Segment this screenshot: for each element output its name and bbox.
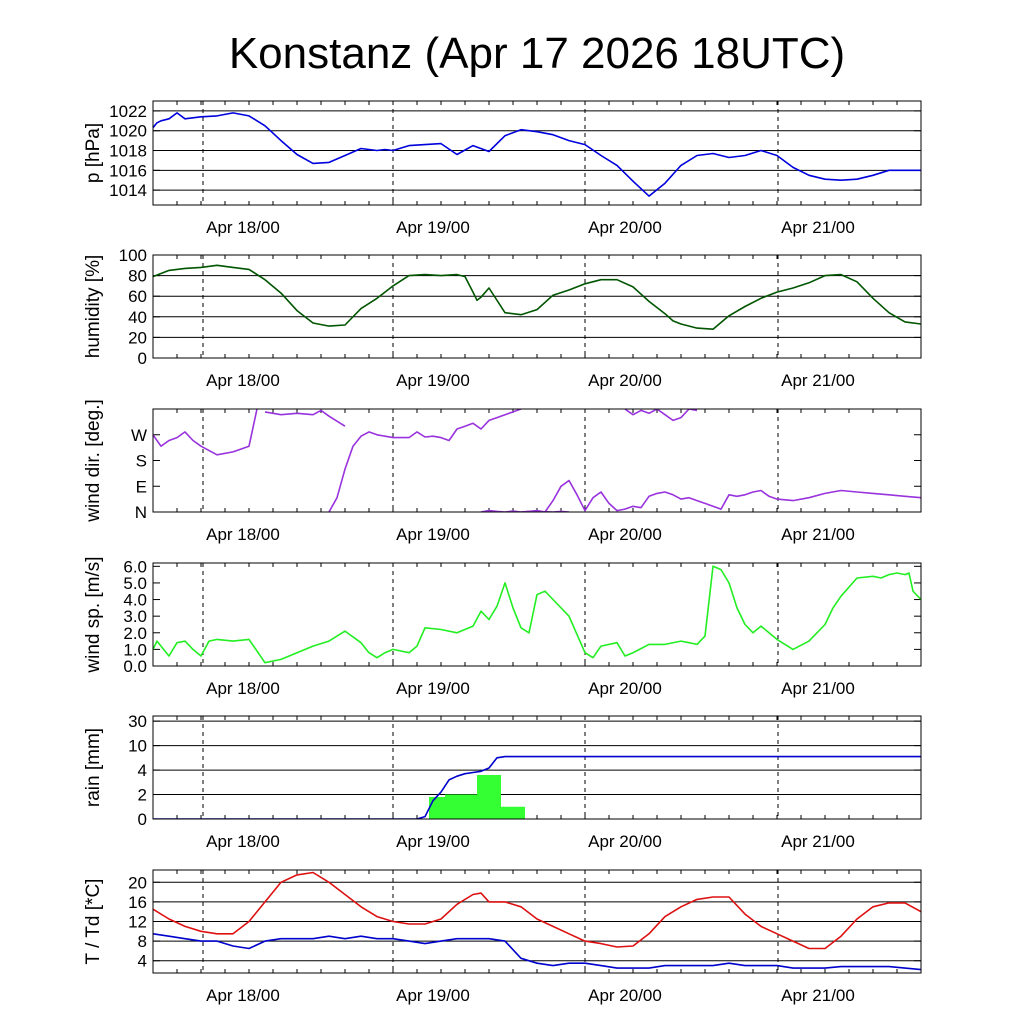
pressure-ytick-label: 1016	[109, 161, 147, 180]
wind-speed-series-line	[153, 565, 921, 664]
pressure-xtick-label: Apr 19/00	[396, 218, 470, 237]
wind-direction-xtick-label: Apr 20/00	[588, 525, 662, 544]
rain-ytick-label: 30	[128, 712, 147, 731]
wind-speed-xtick-label: Apr 20/00	[588, 679, 662, 698]
rain-ytick-label: 2	[138, 786, 147, 805]
wind-speed-ytick-label: 2.0	[123, 624, 147, 643]
wind-speed-ytick-label: 4.0	[123, 591, 147, 610]
temperature-ytick-label: 12	[128, 913, 147, 932]
wind-direction-xtick-label: Apr 21/00	[781, 525, 855, 544]
wind-direction-ylabel: wind dir. [deg.]	[83, 399, 104, 523]
humidity-ytick-label: 60	[128, 287, 147, 306]
humidity-ylabel: humidity [%]	[83, 255, 104, 358]
wind-speed-ylabel: wind sp. [m/s]	[83, 556, 104, 673]
pressure-series-line	[153, 112, 921, 197]
pressure-ytick-label: 1020	[109, 122, 147, 141]
wind-speed-xtick-label: Apr 18/00	[206, 679, 280, 698]
wind-direction-series-line	[264, 409, 346, 427]
wind-direction-series-line	[153, 409, 258, 456]
temperature-xtick-label: Apr 19/00	[396, 986, 470, 1005]
wind-speed-panel: 0.01.02.03.04.05.06.0 wind sp. [m/s] Apr 1…	[83, 556, 922, 698]
rain-xtick-label: Apr 18/00	[206, 832, 280, 851]
rain-ytick-label: 10	[128, 737, 147, 756]
wind-direction-frame	[152, 408, 922, 513]
pressure-ylabel: p [hPa]	[83, 123, 104, 183]
temperature-xtick-label: Apr 20/00	[588, 986, 662, 1005]
humidity-ytick-label: 80	[128, 267, 147, 286]
temperature-ytick-label: 8	[138, 932, 147, 951]
humidity-series-line	[153, 264, 921, 331]
humidity-xtick-label: Apr 21/00	[781, 371, 855, 390]
temperature-ytick-label: 16	[128, 893, 147, 912]
wind-speed-ytick-label: 3.0	[123, 607, 147, 626]
pressure-xtick-label: Apr 18/00	[206, 218, 280, 237]
humidity-xtick-label: Apr 18/00	[206, 371, 280, 390]
rain-bar	[501, 806, 525, 819]
rain-bar	[477, 774, 501, 819]
humidity-xtick-label: Apr 20/00	[588, 371, 662, 390]
pressure-xtick-label: Apr 20/00	[588, 218, 662, 237]
wind-speed-xtick-label: Apr 19/00	[396, 679, 470, 698]
temperature-ytick-label: 4	[138, 952, 147, 971]
wind-speed-ytick-label: 5.0	[123, 574, 147, 593]
rain-panel: 0 2 4 10 30 rain [mm] Apr 18/00 Apr 19/00 Apr 20…	[83, 712, 922, 851]
wind-speed-frame	[152, 562, 922, 667]
rain-xtick-label: Apr 21/00	[781, 832, 855, 851]
temperature-frame	[152, 869, 922, 974]
wind-direction-ytick-label: N	[135, 503, 147, 522]
wind-direction-series-line	[328, 409, 522, 512]
wind-speed-ytick-label: 6.0	[123, 557, 147, 576]
pressure-ytick-label: 1018	[109, 142, 147, 161]
humidity-frame	[152, 254, 922, 359]
wind-speed-xtick-label: Apr 21/00	[781, 679, 855, 698]
chart-title: Konstanz (Apr 17 2026 18UTC)	[229, 29, 845, 78]
wind-direction-series-line	[520, 479, 921, 512]
wind-direction-xtick-label: Apr 19/00	[396, 525, 470, 544]
temperature-xtick-label: Apr 18/00	[206, 986, 280, 1005]
temperature-xtick-label: Apr 21/00	[781, 986, 855, 1005]
temperature-series-line	[153, 871, 921, 950]
humidity-ytick-label: 100	[119, 246, 147, 265]
wind-speed-ytick-label: 0.0	[123, 657, 147, 676]
wind-direction-series-line	[624, 409, 698, 422]
rain-ytick-label: 0	[138, 810, 147, 829]
humidity-ytick-label: 40	[128, 308, 147, 327]
pressure-frame	[152, 100, 922, 206]
humidity-xtick-label: Apr 19/00	[396, 371, 470, 390]
wind-direction-xtick-label: Apr 18/00	[206, 525, 280, 544]
rain-series-line	[153, 755, 921, 819]
wind-direction-ytick-label: S	[136, 452, 147, 471]
pressure-ytick-label: 1014	[109, 181, 147, 200]
humidity-ytick-label: 0	[138, 349, 147, 368]
rain-ylabel: rain [mm]	[83, 728, 104, 807]
wind-speed-ytick-label: 1.0	[123, 640, 147, 659]
rain-xtick-label: Apr 20/00	[588, 832, 662, 851]
wind-direction-ytick-label: W	[131, 426, 147, 445]
pressure-ytick-label: 1022	[109, 102, 147, 121]
temperature-ylabel: T / Td [*C]	[83, 879, 104, 965]
temperature-ytick-label: 20	[128, 873, 147, 892]
wind-direction-ytick-label: E	[136, 477, 147, 496]
rain-ytick-label: 4	[138, 761, 147, 780]
rain-xtick-label: Apr 19/00	[396, 832, 470, 851]
temperature-series-line	[153, 933, 921, 971]
humidity-ytick-label: 20	[128, 328, 147, 347]
rain-frame	[152, 715, 922, 820]
pressure-xtick-label: Apr 21/00	[781, 218, 855, 237]
